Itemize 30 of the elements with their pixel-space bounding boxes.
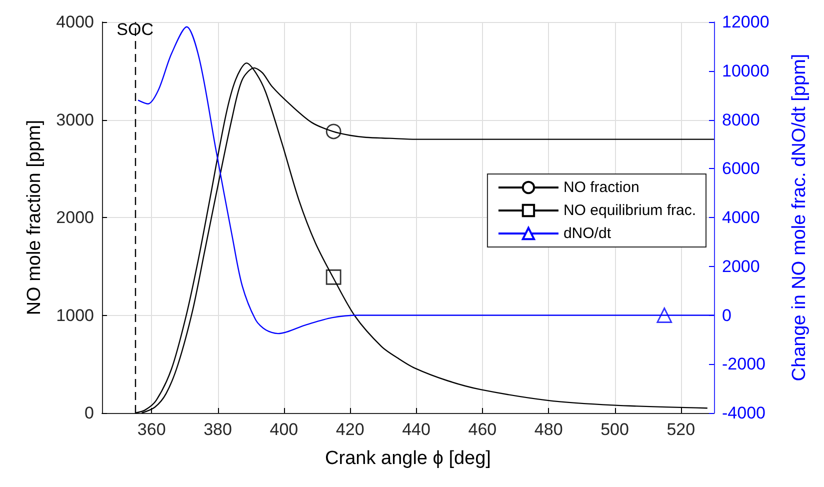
y2-tick-label: 8000 — [722, 110, 760, 130]
x-tick-label: 380 — [204, 420, 232, 439]
y-tick-label: 1000 — [56, 306, 94, 325]
y-tick-label: 0 — [84, 404, 94, 422]
x-tick-label: 460 — [468, 420, 497, 439]
y-tick-label: 4000 — [56, 12, 94, 32]
x-tick-label: 500 — [600, 420, 629, 439]
y-tick-label: 3000 — [56, 110, 94, 130]
y-tick-label: 2000 — [56, 208, 94, 227]
y2-tick-label: 4000 — [722, 208, 760, 227]
y2-tick-label: -4000 — [722, 404, 766, 422]
y2-tick-label: 0 — [722, 306, 732, 325]
x-axis-title: Crank angle ϕ [deg] — [325, 448, 491, 469]
x-tick-label: 400 — [270, 420, 298, 439]
x-tick-label: 480 — [534, 420, 563, 439]
y2-tick-label: 10000 — [722, 61, 770, 80]
legend-label: NO fraction — [563, 179, 640, 196]
legend-label: dNO/dt — [563, 225, 612, 242]
x-tick-label: 420 — [336, 420, 364, 439]
legend-label: NO equilibrium frac. — [563, 202, 696, 219]
x-tick-label: 360 — [137, 420, 166, 439]
y2-tick-label: -2000 — [722, 354, 766, 374]
y2-tick-label: 2000 — [722, 256, 760, 276]
y2-tick-label: 6000 — [722, 159, 760, 178]
x-tick-label: 440 — [402, 420, 430, 439]
y2-axis-title: Change in NO mole frac. dNO/dt [ppm] — [789, 54, 810, 382]
x-tick-label: 520 — [666, 420, 696, 439]
y2-tick-label: 12000 — [722, 12, 770, 32]
ref-line-label: SOC — [116, 20, 154, 39]
y-axis-title: NO mole fraction [ppm] — [24, 120, 45, 316]
